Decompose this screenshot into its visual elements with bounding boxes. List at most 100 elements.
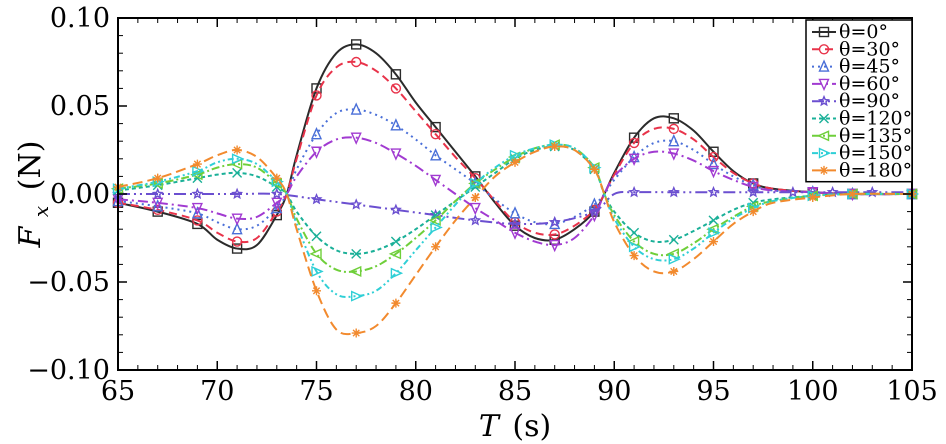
y-tick-label: −0.10	[27, 355, 110, 386]
data-point	[589, 164, 599, 174]
legend-marker	[818, 26, 830, 38]
data-point	[231, 221, 243, 235]
y-tick-label: 0.05	[50, 91, 110, 122]
data-point	[391, 298, 401, 308]
legend-item: θ=60°	[812, 73, 900, 95]
legend-marker	[818, 78, 830, 92]
data-point	[431, 242, 441, 252]
legend-item: θ=120°	[812, 108, 912, 130]
y-tick-label: −0.05	[27, 267, 110, 298]
data-point	[509, 149, 523, 161]
legend-marker	[816, 130, 830, 142]
data-point	[389, 203, 402, 215]
data-point	[232, 167, 243, 178]
data-point	[509, 206, 521, 219]
data-point	[350, 132, 362, 145]
data-point	[350, 198, 363, 210]
data-point	[390, 83, 402, 94]
legend-label: θ=60°	[839, 73, 900, 95]
y-axis-title-unit: (N)	[13, 141, 48, 191]
data-point	[191, 187, 204, 200]
data-point	[588, 205, 601, 217]
data-point	[153, 173, 163, 183]
data-point	[786, 185, 799, 198]
series-line	[117, 145, 913, 336]
data-point	[629, 251, 639, 261]
data-point	[669, 266, 679, 276]
legend-label: θ=120°	[839, 108, 912, 130]
legend-label: θ=90°	[839, 90, 900, 112]
data-point	[588, 197, 600, 210]
series-line	[117, 43, 913, 251]
data-point	[192, 159, 202, 169]
data-point	[390, 118, 402, 131]
data-point	[271, 197, 283, 211]
series-layer	[110, 39, 920, 338]
data-point	[192, 215, 203, 226]
data-point	[628, 137, 640, 149]
data-point	[191, 202, 203, 216]
legend-label: θ=135°	[839, 125, 912, 147]
data-point	[668, 123, 679, 135]
x-tick-label: 80	[399, 376, 433, 407]
data-point	[190, 169, 203, 181]
data-point	[708, 151, 719, 163]
data-point	[272, 173, 282, 183]
data-point	[152, 199, 164, 212]
x-axis-title-main: T	[479, 409, 501, 444]
data-point	[390, 236, 401, 247]
data-point	[667, 185, 680, 198]
data-point	[549, 239, 561, 253]
data-point	[808, 193, 818, 203]
data-point	[430, 174, 442, 188]
legend-label: θ=150°	[839, 142, 912, 164]
legend-item: θ=180°	[812, 159, 912, 181]
data-point	[708, 227, 721, 239]
data-point	[430, 148, 442, 161]
legend-item: θ=135°	[812, 125, 912, 147]
series-line	[117, 143, 913, 298]
data-point	[390, 267, 404, 279]
data-point	[351, 39, 362, 50]
legend-marker	[818, 59, 830, 72]
data-point	[350, 102, 362, 115]
y-axis-title: F x (N)	[13, 141, 56, 249]
data-point	[707, 165, 720, 179]
data-point	[231, 243, 243, 254]
y-axis-title-sub: x	[29, 206, 53, 217]
data-point	[271, 209, 282, 221]
data-point	[708, 215, 719, 226]
data-point	[747, 181, 759, 195]
data-point	[430, 221, 443, 234]
x-tick-label: 90	[597, 376, 631, 407]
legend-marker	[819, 113, 829, 124]
data-point	[390, 148, 402, 161]
series-line	[117, 136, 913, 247]
y-tick-label: 0.10	[50, 3, 110, 34]
legend-label: θ=0°	[839, 21, 888, 43]
data-point	[152, 197, 164, 211]
x-tick-label: 85	[498, 376, 532, 407]
legend-marker	[819, 165, 829, 175]
legend-item: θ=0°	[812, 21, 888, 43]
x-tick-label: 105	[886, 376, 938, 407]
data-point	[748, 207, 758, 217]
legend-marker	[818, 44, 830, 55]
data-point	[668, 133, 680, 147]
x-axis-title: T (s)	[479, 409, 551, 444]
data-point	[348, 265, 362, 278]
x-tick-label: 65	[101, 376, 135, 407]
x-axis-title-unit: (s)	[512, 409, 551, 444]
data-point	[509, 227, 521, 240]
data-point	[508, 217, 522, 230]
series-line	[117, 108, 913, 231]
data-point	[469, 202, 481, 216]
series-4	[111, 185, 919, 230]
data-point	[747, 185, 760, 198]
data-point	[191, 206, 203, 219]
data-point	[310, 126, 323, 140]
data-point	[309, 248, 322, 260]
data-point	[847, 189, 857, 199]
data-point	[271, 200, 283, 214]
legend-item: θ=30°	[812, 38, 900, 60]
